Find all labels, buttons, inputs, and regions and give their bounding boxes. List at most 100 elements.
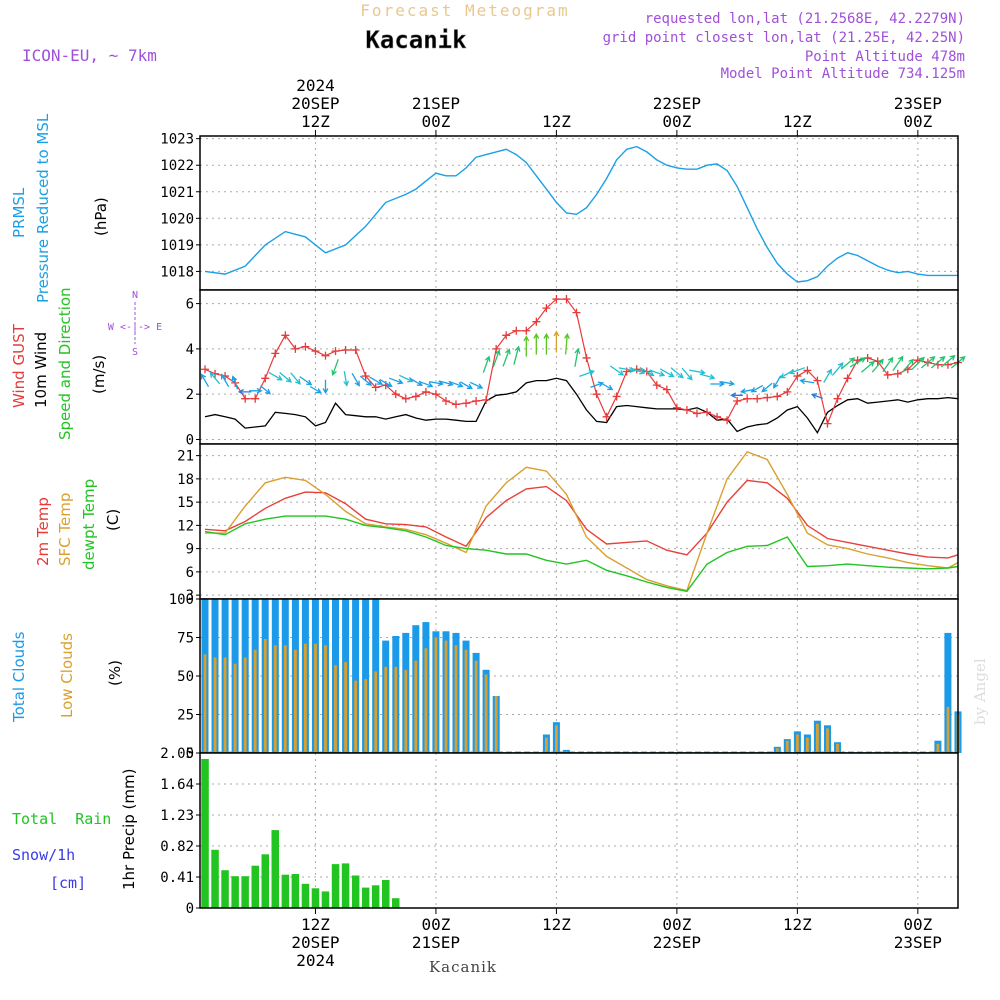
rain-bar xyxy=(301,883,310,908)
gust-marker xyxy=(321,351,330,360)
station-title: Kacanik xyxy=(365,26,467,54)
low-cloud-bar xyxy=(816,723,819,753)
gust-marker xyxy=(482,395,491,404)
gridpoint-coords: grid point closest lon,lat (21.25E, 42.2… xyxy=(603,30,965,46)
wind-arrow xyxy=(564,332,570,355)
top-time-label: 00Z xyxy=(903,112,932,131)
pressure-msl-label: Pressure Reduced to MSL xyxy=(34,113,52,303)
low-cloud-bar xyxy=(283,645,287,753)
total-rain-label: Total Rain xyxy=(12,810,111,828)
wind-arrow xyxy=(590,381,605,389)
wind-arrow xyxy=(659,368,675,378)
y-tick-label: 1018 xyxy=(160,264,194,280)
gust-marker xyxy=(692,409,701,418)
wind-arrow xyxy=(609,365,625,376)
gust-marker xyxy=(532,317,541,326)
wind-arrow xyxy=(930,356,946,369)
wind-arrow xyxy=(823,368,832,383)
bottom-time-label: 12Z xyxy=(783,915,812,934)
top-time-label: 00Z xyxy=(421,112,450,131)
bottom-time-label: 12Z xyxy=(301,915,330,934)
low-cloud-bar xyxy=(936,743,940,753)
wind-labels: Wind GUST 10m Wind Speed and Direction (… xyxy=(10,287,162,440)
dewpt-line xyxy=(204,515,959,593)
gust-marker xyxy=(542,304,551,313)
rain-bar xyxy=(231,876,239,908)
gust-marker xyxy=(502,331,511,340)
wind-arrow xyxy=(911,356,925,371)
low-cloud-bar xyxy=(836,743,839,753)
y-tick-label: 1019 xyxy=(160,238,194,254)
gust-marker xyxy=(421,387,430,396)
low-cloud-bar xyxy=(233,663,237,753)
wind-unit: (m/s) xyxy=(90,355,108,394)
wind-arrow xyxy=(492,349,501,368)
gust-marker xyxy=(733,396,742,405)
plot-area xyxy=(200,290,958,444)
wind-arrow xyxy=(309,385,322,394)
low-cloud-bar xyxy=(555,725,558,753)
wind-arrow xyxy=(788,367,806,375)
sfc-temp-label: SFC Temp xyxy=(56,493,74,566)
y-tick-label: 100 xyxy=(169,592,194,608)
gust-marker xyxy=(743,394,752,403)
gust-marker xyxy=(602,412,611,421)
rain-bar xyxy=(241,876,249,908)
clouds-unit: (%) xyxy=(106,660,124,686)
low-cloud-bar xyxy=(796,734,799,753)
low-cloud-bar xyxy=(384,666,388,753)
y-tick-label: 21 xyxy=(177,449,194,465)
wind-arrow xyxy=(892,355,904,371)
y-tick-label: 50 xyxy=(177,669,194,685)
gust-marker xyxy=(592,390,601,399)
gust-marker xyxy=(883,370,892,379)
plot-area xyxy=(200,753,958,908)
gust-marker xyxy=(612,392,621,401)
wind-arrow xyxy=(940,354,956,368)
gust-marker xyxy=(582,353,591,362)
top-time-label: 12Z xyxy=(542,112,571,131)
wind-arrow xyxy=(459,381,473,390)
low-cloud-bar xyxy=(464,649,468,753)
bottom-time-label: 00Z xyxy=(662,915,691,934)
wind-arrow xyxy=(351,372,360,387)
wind-arrow xyxy=(579,369,595,378)
y-tick-label: 1.23 xyxy=(160,808,194,824)
y-tick-label: 1021 xyxy=(160,185,194,201)
wind-arrow xyxy=(574,347,581,367)
wind-arrow xyxy=(533,332,540,355)
gust-marker xyxy=(703,408,712,417)
gust-marker xyxy=(251,394,260,403)
gust-marker xyxy=(833,394,842,403)
gust-marker xyxy=(462,399,471,408)
wind-arrow xyxy=(290,372,301,385)
low-cloud-bar xyxy=(806,737,809,753)
wind-arrow xyxy=(553,330,560,353)
low-cloud-bar xyxy=(243,657,247,753)
gust-marker xyxy=(813,376,822,385)
bottom-time-label: 2024 xyxy=(296,951,335,970)
temp2m-label: 2m Temp xyxy=(34,497,52,566)
gust-marker xyxy=(411,392,420,401)
compass-south: S xyxy=(132,347,138,358)
gust-marker xyxy=(893,369,902,378)
low-cloud-bar xyxy=(785,740,789,753)
wind-arrow xyxy=(279,372,292,383)
y-tick-label: 3 xyxy=(186,588,194,604)
wind-arrow xyxy=(331,359,339,376)
gust-marker xyxy=(431,390,440,399)
low-cloud-bar xyxy=(775,748,779,753)
credit: by Angel xyxy=(971,658,989,725)
rain-bar xyxy=(392,898,400,908)
low-cloud-bar xyxy=(404,669,408,753)
wind-arrow xyxy=(860,360,875,373)
low-cloud-bar xyxy=(263,639,267,753)
wind-arrow xyxy=(649,369,666,377)
total-cloud-bar xyxy=(362,599,370,753)
low-cloud-bar xyxy=(424,648,428,753)
gust-label: Wind GUST xyxy=(10,323,28,408)
gust-marker xyxy=(753,394,762,403)
gust-marker xyxy=(572,308,581,317)
wind-arrow xyxy=(681,367,693,381)
